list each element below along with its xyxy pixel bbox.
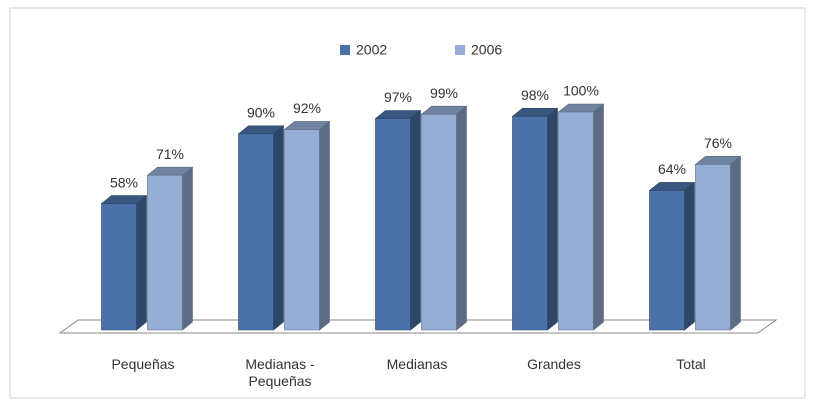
bar xyxy=(283,120,331,331)
bar-face xyxy=(136,194,147,331)
bar-face xyxy=(238,133,274,331)
bar-face xyxy=(410,109,421,331)
bar xyxy=(374,109,422,331)
x-tick-label: Total xyxy=(676,356,706,372)
value-label: 76% xyxy=(704,135,732,151)
chart-border xyxy=(9,7,806,399)
value-label: 71% xyxy=(156,146,184,162)
legend-label: 2006 xyxy=(471,42,502,58)
value-label: 100% xyxy=(563,83,599,99)
bar xyxy=(100,194,148,331)
value-label: 99% xyxy=(430,85,458,101)
legend-swatch xyxy=(340,45,350,55)
bar xyxy=(648,181,696,331)
x-tick-label: Grandes xyxy=(527,356,581,372)
bar xyxy=(420,105,468,331)
value-label: 92% xyxy=(293,100,321,116)
value-label: 98% xyxy=(521,87,549,103)
bar-face xyxy=(593,103,604,331)
bar-face xyxy=(695,164,731,331)
value-label: 97% xyxy=(384,89,412,105)
bar-face xyxy=(456,105,467,331)
x-tick-label: Pequeñas xyxy=(111,356,175,372)
x-tick-label: Medianas - Pequeñas xyxy=(245,356,315,389)
bar xyxy=(146,166,194,331)
value-label: 64% xyxy=(658,161,686,177)
bar-face xyxy=(375,118,411,331)
bar-face xyxy=(284,129,320,331)
bar-face xyxy=(684,181,695,331)
bar-face xyxy=(182,166,193,331)
x-tick-label: Medianas xyxy=(386,356,448,372)
bar-face xyxy=(730,155,741,331)
bar-face xyxy=(421,113,457,331)
value-label: 58% xyxy=(110,174,138,190)
bar-face xyxy=(547,107,558,331)
bar xyxy=(237,125,285,331)
legend-swatch xyxy=(455,45,465,55)
bar-face xyxy=(273,125,284,331)
bar-face xyxy=(512,116,548,331)
legend-label: 2002 xyxy=(356,42,387,58)
value-label: 90% xyxy=(247,105,275,121)
bar xyxy=(511,107,559,331)
bar xyxy=(557,103,605,331)
bar-face xyxy=(147,174,183,331)
bar-face xyxy=(101,203,137,331)
bar-face xyxy=(558,111,594,331)
bar xyxy=(694,155,742,331)
bar-face xyxy=(649,190,685,331)
bar-face xyxy=(319,120,330,331)
